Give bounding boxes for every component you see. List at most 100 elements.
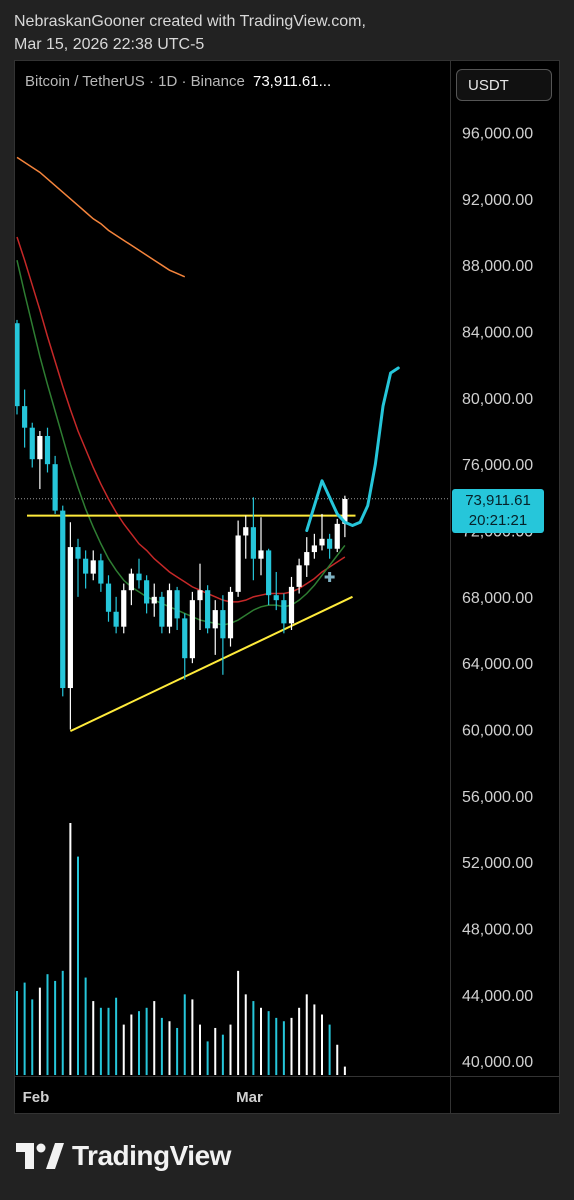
volume-bar	[275, 1017, 278, 1075]
time-axis-separator	[14, 1076, 560, 1077]
candle-body	[197, 590, 203, 601]
y-tick-label: 48,000.00	[462, 921, 533, 938]
last-price-tag: 73,911.61 20:21:21	[452, 489, 544, 533]
ema-red-line	[16, 236, 346, 603]
volume-bar	[92, 1001, 95, 1075]
chart-attribution: NebraskanGooner created with TradingView…	[14, 10, 366, 56]
volume-bar	[54, 980, 57, 1075]
volume-bar	[206, 1041, 209, 1075]
price-axis-separator	[450, 60, 451, 1114]
volume-bar	[31, 999, 34, 1075]
candle-body	[311, 545, 317, 553]
y-tick-label: 60,000.00	[462, 723, 533, 740]
y-tick-label: 84,000.00	[462, 325, 533, 342]
chart-pane[interactable]	[14, 60, 560, 1114]
ema-green-line	[16, 260, 346, 626]
candle-body	[174, 590, 180, 619]
tradingview-logo[interactable]: TradingView	[16, 1140, 231, 1172]
candle-body	[159, 596, 165, 627]
tradingview-logo-icon	[16, 1143, 64, 1169]
candle-body	[296, 565, 302, 587]
candle-body	[334, 523, 340, 549]
volume-bar	[221, 1034, 224, 1075]
candle-body	[83, 558, 89, 574]
candle-body	[212, 610, 218, 629]
volume-bar	[290, 1017, 293, 1075]
volume-bar	[138, 1011, 140, 1075]
volume-bar	[336, 1044, 339, 1075]
volume-bar	[46, 974, 49, 1075]
volume-bar	[321, 1014, 323, 1075]
candle-body	[29, 427, 35, 460]
y-tick-label: 88,000.00	[462, 258, 533, 275]
volume-bar	[229, 1024, 232, 1075]
y-tick-label: 68,000.00	[462, 590, 533, 607]
symbol-legend[interactable]: Bitcoin / TetherUS · 1D · Binance 73,911…	[25, 73, 331, 90]
plot-area	[15, 156, 450, 1075]
volume-bar	[61, 970, 64, 1075]
volume-bar	[282, 1021, 285, 1075]
candle-body	[342, 499, 348, 524]
volume-bar	[130, 1014, 133, 1075]
candle-body	[136, 573, 142, 581]
volume-bar	[237, 970, 240, 1075]
volume-bar	[23, 982, 26, 1075]
volume-bar	[122, 1024, 125, 1075]
attribution-timestamp: Mar 15, 2026 22:38 UTC-5	[14, 36, 205, 53]
volume-bar	[267, 1011, 270, 1075]
candle-body	[166, 590, 173, 627]
candle-body	[250, 527, 256, 559]
candle-body	[319, 538, 325, 546]
x-tick-label: Feb	[23, 1089, 50, 1106]
volume-bar	[168, 1021, 171, 1075]
volume-bar	[252, 1001, 255, 1075]
symbol-description: Bitcoin / TetherUS · 1D · Binance	[25, 73, 245, 90]
candle-body	[144, 580, 150, 604]
candle-body	[121, 590, 127, 627]
y-tick-label: 40,000.00	[462, 1054, 533, 1071]
x-tick-label: Mar	[236, 1089, 263, 1106]
currency-button[interactable]: USDT	[456, 69, 552, 101]
volume-bar	[313, 1004, 316, 1075]
y-tick-label: 96,000.00	[462, 126, 533, 143]
candle-body	[60, 510, 66, 689]
volume-bar	[107, 1007, 110, 1075]
projection-path	[305, 366, 400, 533]
candle-body	[235, 535, 241, 592]
volume-bar	[77, 856, 79, 1075]
volume-bar	[160, 1017, 163, 1075]
candle-body	[220, 610, 226, 639]
rising-support-line	[69, 595, 353, 733]
volume-bar	[115, 997, 118, 1075]
ema-orange-line	[16, 156, 186, 278]
candle-body	[75, 547, 81, 559]
candle-body	[189, 600, 195, 659]
volume-bar	[191, 999, 194, 1075]
candle-body	[90, 560, 96, 574]
volume-bar	[244, 994, 247, 1075]
candle-body	[98, 560, 104, 584]
volume-bar	[305, 994, 308, 1075]
y-tick-label: 76,000.00	[462, 457, 533, 474]
last-price-value: 73,911.61	[465, 492, 531, 509]
candle-body	[67, 547, 73, 689]
candle-body	[151, 596, 157, 604]
candle-body	[37, 435, 43, 460]
y-tick-label: 56,000.00	[462, 789, 533, 806]
bar-countdown: 20:21:21	[468, 512, 528, 529]
candle-body	[205, 590, 211, 629]
volume-bar	[38, 987, 41, 1075]
candle-body	[128, 573, 134, 591]
candle-body	[105, 583, 112, 612]
volume-bar	[145, 1007, 148, 1075]
volume-bar	[343, 1066, 346, 1075]
candle-body	[327, 538, 333, 549]
candle-body	[44, 435, 51, 465]
candle-body	[52, 464, 58, 511]
candle-body	[243, 527, 249, 536]
y-tick-label: 64,000.00	[462, 656, 533, 673]
tradingview-wordmark: TradingView	[72, 1140, 231, 1171]
candle-body	[288, 586, 295, 624]
candle-body	[281, 600, 287, 624]
